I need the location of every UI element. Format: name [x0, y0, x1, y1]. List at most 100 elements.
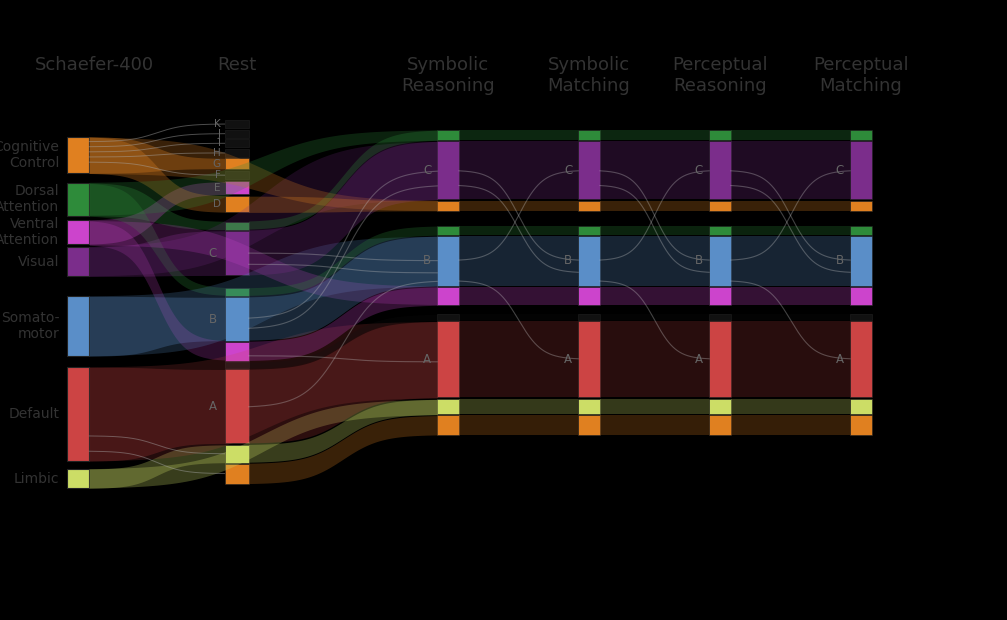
Text: A: A [836, 353, 844, 366]
Bar [437, 226, 459, 235]
Bar [67, 183, 90, 216]
Text: B: B [208, 312, 217, 326]
Bar [709, 314, 731, 320]
Bar [850, 286, 872, 305]
Bar [225, 362, 249, 368]
Text: B: B [564, 254, 572, 267]
Text: C: C [564, 164, 572, 177]
Text: A: A [695, 353, 703, 366]
Bar [578, 286, 600, 305]
Text: G: G [212, 159, 221, 169]
Text: D: D [212, 199, 221, 210]
Bar [225, 149, 249, 157]
Text: Visual: Visual [18, 255, 59, 268]
Bar [437, 201, 459, 211]
Text: K: K [213, 119, 221, 129]
Bar [225, 370, 249, 443]
Bar [225, 159, 249, 169]
Bar [850, 399, 872, 414]
Text: B: B [836, 254, 844, 267]
Bar [578, 201, 600, 211]
Bar [437, 314, 459, 320]
Text: Schaefer-400: Schaefer-400 [35, 56, 154, 74]
Bar [850, 226, 872, 235]
Bar [225, 288, 249, 296]
Bar [850, 236, 872, 286]
Bar [709, 201, 731, 211]
Bar [437, 141, 459, 199]
Text: Cognitive
Control: Cognitive Control [0, 140, 59, 170]
Text: C: C [695, 164, 703, 177]
Text: Symbolic
Reasoning: Symbolic Reasoning [402, 56, 494, 95]
Bar [225, 130, 249, 138]
Bar [67, 247, 90, 277]
Text: C: C [836, 164, 844, 177]
Bar [225, 231, 249, 275]
Text: C: C [208, 247, 217, 260]
Text: I: I [218, 138, 221, 148]
Bar [709, 130, 731, 140]
Bar [225, 298, 249, 340]
Text: C: C [423, 164, 431, 177]
Bar [437, 236, 459, 286]
Bar [578, 236, 600, 286]
Text: B: B [423, 254, 431, 267]
Bar [578, 314, 600, 320]
Text: E: E [214, 183, 221, 193]
Text: Perceptual
Matching: Perceptual Matching [814, 56, 908, 95]
Text: Somato-
motor: Somato- motor [1, 311, 59, 342]
Bar [578, 321, 600, 397]
Bar [67, 220, 90, 244]
Text: A: A [208, 400, 217, 413]
Bar [225, 196, 249, 213]
Bar [578, 130, 600, 140]
Bar [850, 415, 872, 435]
Bar [225, 221, 249, 229]
Bar [850, 201, 872, 211]
Bar [67, 367, 90, 461]
Bar [709, 415, 731, 435]
Bar [709, 236, 731, 286]
Bar [437, 415, 459, 435]
Bar [578, 141, 600, 199]
Bar [225, 120, 249, 128]
Text: Symbolic
Matching: Symbolic Matching [548, 56, 630, 95]
Text: B: B [695, 254, 703, 267]
Bar [709, 226, 731, 235]
Text: A: A [423, 353, 431, 366]
Text: H: H [212, 148, 221, 158]
Bar [578, 415, 600, 435]
Bar [850, 141, 872, 199]
Bar [67, 296, 90, 356]
Bar [850, 314, 872, 320]
Bar [67, 469, 90, 489]
Bar [850, 130, 872, 140]
Bar [437, 286, 459, 305]
Bar [850, 321, 872, 397]
Text: Dorsal
Attention: Dorsal Attention [0, 184, 59, 215]
Bar [225, 342, 249, 361]
Bar [437, 321, 459, 397]
Bar [709, 399, 731, 414]
Bar [437, 399, 459, 414]
Text: Default: Default [8, 407, 59, 421]
Bar [225, 171, 249, 179]
Text: Rest: Rest [218, 56, 256, 74]
Text: Perceptual
Reasoning: Perceptual Reasoning [673, 56, 767, 95]
Text: J: J [218, 128, 221, 139]
Bar [437, 130, 459, 140]
Bar [225, 464, 249, 484]
Bar [67, 136, 90, 173]
Text: Ventral
Attention: Ventral Attention [0, 217, 59, 247]
Text: A: A [564, 353, 572, 366]
Bar [578, 226, 600, 235]
Bar [225, 182, 249, 194]
Bar [578, 399, 600, 414]
Bar [225, 445, 249, 463]
Bar [225, 139, 249, 148]
Text: F: F [214, 170, 221, 180]
Bar [709, 286, 731, 305]
Bar [709, 321, 731, 397]
Bar [709, 141, 731, 199]
Text: Limbic: Limbic [14, 472, 59, 486]
